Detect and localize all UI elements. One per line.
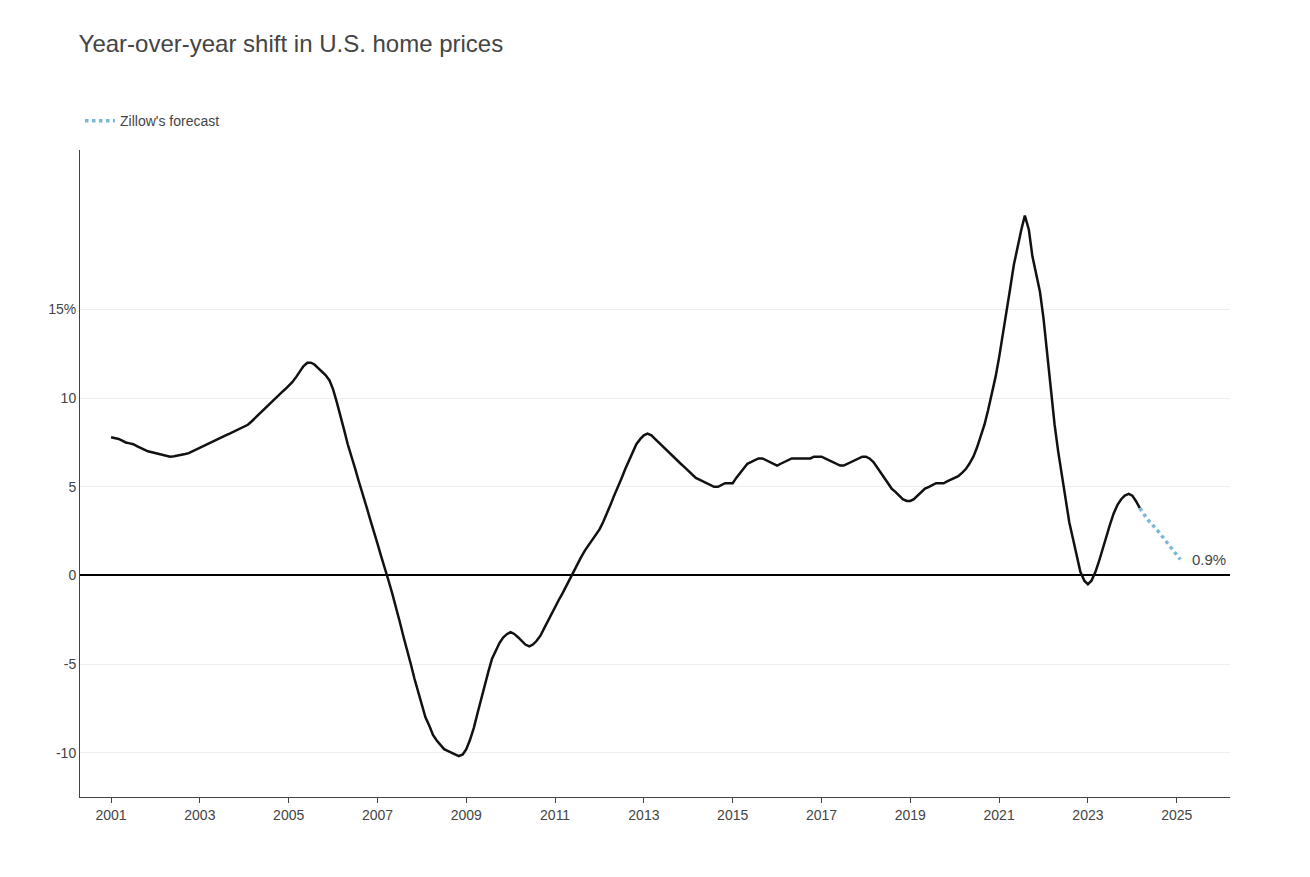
svg-text:2003: 2003: [184, 807, 215, 823]
svg-text:2011: 2011: [540, 807, 570, 823]
svg-text:Year-over-year shift in U.S. h: Year-over-year shift in U.S. home prices: [79, 30, 504, 57]
svg-text:2007: 2007: [362, 807, 393, 823]
svg-text:-5: -5: [64, 656, 77, 672]
svg-text:2017: 2017: [806, 807, 837, 823]
svg-text:2009: 2009: [451, 807, 482, 823]
svg-text:10: 10: [61, 390, 77, 406]
svg-text:0.9%: 0.9%: [1192, 551, 1226, 568]
svg-text:2005: 2005: [273, 807, 304, 823]
svg-text:2015: 2015: [717, 807, 748, 823]
svg-text:Zillow's forecast: Zillow's forecast: [120, 113, 219, 129]
svg-text:2025: 2025: [1161, 807, 1192, 823]
svg-text:2021: 2021: [984, 807, 1015, 823]
svg-text:2001: 2001: [96, 807, 127, 823]
svg-text:2023: 2023: [1072, 807, 1103, 823]
svg-text:0: 0: [68, 567, 76, 583]
svg-text:-10: -10: [56, 745, 76, 761]
svg-text:2013: 2013: [628, 807, 659, 823]
svg-text:5: 5: [68, 479, 76, 495]
svg-text:2019: 2019: [895, 807, 926, 823]
svg-text:15%: 15%: [48, 301, 76, 317]
